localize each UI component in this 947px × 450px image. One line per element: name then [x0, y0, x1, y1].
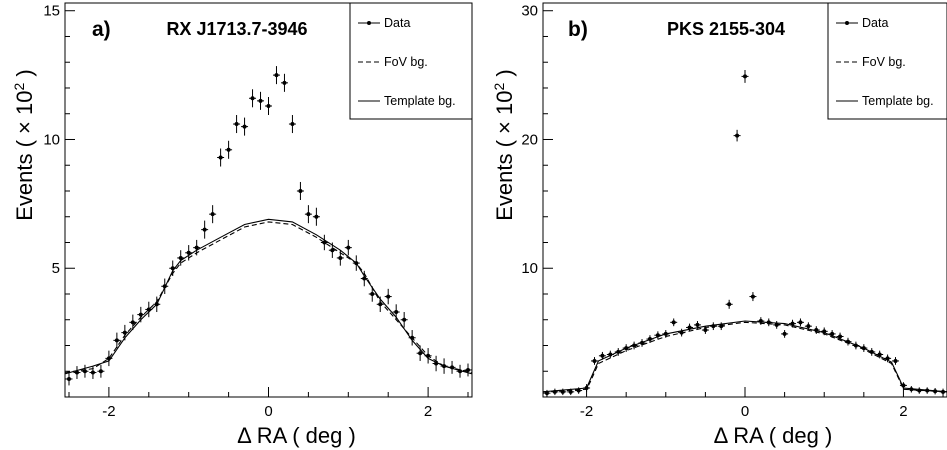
y-axis-title: Events ( × 102 ) — [11, 69, 37, 221]
data-point — [394, 310, 399, 315]
x-tick-label: -2 — [102, 403, 115, 420]
x-axis-title: Δ RA ( deg ) — [237, 423, 356, 448]
legend: Data FoV bg. Template bg. — [349, 2, 473, 120]
y-tick-label: 10 — [43, 131, 60, 148]
data-point — [346, 245, 351, 250]
data-point — [138, 312, 143, 317]
data-point — [735, 133, 740, 138]
data-point — [274, 73, 279, 78]
legend-label: Template bg. — [384, 94, 456, 108]
panel-label: b) — [568, 18, 588, 41]
data-point — [314, 214, 319, 219]
data-point — [798, 320, 803, 325]
data-point — [226, 147, 231, 152]
data-point — [122, 330, 127, 335]
data-point — [330, 248, 335, 253]
legend-label: Template bg. — [862, 94, 934, 108]
x-tick-label: 0 — [741, 403, 749, 420]
data-point — [258, 98, 263, 103]
y-axis-title: Events ( × 102 ) — [491, 69, 517, 221]
plot-area — [543, 69, 947, 397]
data-point — [298, 188, 303, 193]
data-point — [743, 74, 747, 79]
data-point — [782, 331, 787, 336]
data-point — [370, 291, 375, 296]
data-point — [687, 325, 692, 330]
data-point — [703, 328, 708, 333]
legend-marker-data — [367, 21, 371, 25]
data-point — [186, 250, 191, 255]
panel-title: RX J1713.7-3946 — [166, 19, 307, 39]
data-point — [194, 245, 199, 250]
y-tick-label: 30 — [521, 3, 538, 20]
x-tick-label: 0 — [264, 403, 272, 420]
data-point — [66, 376, 71, 381]
y-axis-title-exponent: 2 — [491, 83, 507, 91]
x-tick-label: 2 — [424, 403, 432, 420]
y-axis-title-close: ) — [12, 69, 37, 82]
legend-label: FoV bg. — [862, 55, 906, 69]
y-axis-title-main: Events ( × 10 — [492, 91, 517, 221]
data-point — [266, 104, 271, 109]
data-point — [893, 358, 898, 363]
x-tick-label: -2 — [580, 403, 593, 420]
y-tick-label: 15 — [43, 3, 60, 20]
data-point — [210, 212, 215, 217]
data-point — [130, 320, 135, 325]
data-point — [600, 353, 605, 358]
legend-box — [349, 2, 473, 120]
data-point — [98, 369, 103, 374]
legend-label: Data — [384, 16, 410, 30]
data-point — [178, 255, 183, 260]
data-point — [838, 334, 843, 339]
data-point — [402, 317, 407, 322]
legend-marker-data — [845, 21, 849, 25]
y-axis-title-close: ) — [492, 69, 517, 82]
data-point — [568, 389, 573, 394]
data-point — [750, 294, 755, 299]
template-bg-line — [65, 218, 472, 375]
y-axis-title-exponent: 2 — [11, 83, 27, 91]
data-point — [218, 155, 223, 160]
data-point — [202, 227, 207, 232]
y-tick-label: 5 — [52, 260, 60, 277]
data-point — [592, 358, 597, 363]
legend-label: Data — [862, 16, 888, 30]
data-point — [306, 212, 311, 217]
data-point — [806, 324, 811, 329]
x-axis-title: Δ RA ( deg ) — [714, 423, 833, 448]
data-point — [282, 80, 287, 85]
panel-label: a) — [92, 18, 111, 41]
template-bg-line — [543, 320, 947, 393]
data-point — [695, 322, 700, 327]
panel-title: PKS 2155-304 — [667, 19, 785, 39]
data-point — [114, 338, 119, 343]
plot-area — [65, 66, 472, 386]
y-tick-label: 10 — [521, 260, 538, 277]
data-point — [727, 302, 732, 307]
data-point — [242, 124, 247, 129]
x-tick-label: 2 — [899, 403, 907, 420]
data-point — [338, 255, 343, 260]
fov-bg-line — [65, 221, 472, 374]
y-tick-label: 20 — [521, 131, 538, 148]
legend-label: FoV bg. — [384, 55, 428, 69]
fov-bg-line — [543, 321, 947, 393]
data-point — [234, 122, 239, 127]
data-point — [386, 294, 391, 299]
data-point — [90, 370, 95, 375]
data-point — [418, 351, 423, 356]
legend: Data FoV bg. Template bg. — [827, 2, 947, 120]
data-point — [250, 96, 255, 101]
y-axis-title-main: Events ( × 10 — [12, 91, 37, 221]
data-point — [671, 320, 676, 325]
data-point — [790, 321, 795, 326]
data-point — [290, 122, 295, 127]
